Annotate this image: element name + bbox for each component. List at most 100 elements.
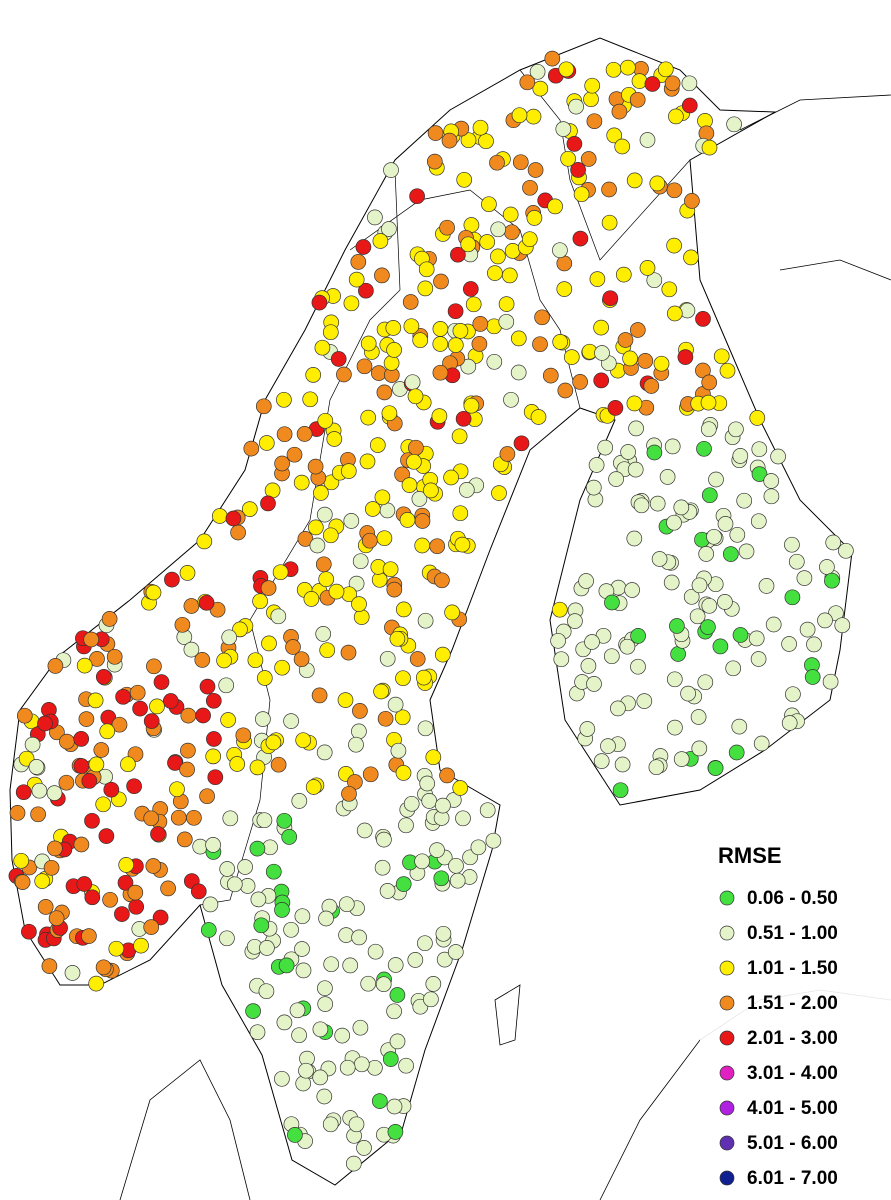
station-dot: [162, 693, 179, 709]
station-dot: [610, 700, 626, 717]
station-dot: [434, 646, 451, 663]
station-dot: [338, 927, 354, 943]
station-dot: [527, 162, 544, 178]
station-dot: [519, 74, 536, 91]
station-dot: [666, 237, 682, 254]
station-dot: [626, 172, 643, 189]
station-dot: [512, 154, 529, 171]
station-dot: [235, 727, 252, 744]
station-dot: [696, 440, 712, 457]
station-dot: [281, 829, 298, 845]
station-dot: [274, 902, 290, 918]
station-dot: [717, 594, 733, 610]
station-dot: [283, 713, 299, 729]
station-dot: [387, 957, 404, 973]
station-dot: [784, 589, 801, 606]
station-dot: [452, 505, 469, 522]
station-dot: [612, 782, 629, 799]
station-dot: [237, 859, 253, 875]
station-dot: [738, 543, 755, 560]
station-dot: [661, 281, 678, 298]
station-dot: [614, 756, 631, 773]
station-dot: [670, 646, 686, 662]
station-dot: [614, 138, 631, 155]
station-dot: [501, 267, 518, 284]
station-dot: [402, 294, 419, 310]
station-dot: [455, 810, 471, 827]
station-dot: [602, 290, 619, 307]
legend-swatch: [719, 925, 735, 941]
station-dot: [627, 461, 644, 478]
station-dot: [691, 577, 708, 594]
station-dot: [345, 1155, 362, 1172]
station-dot: [620, 444, 636, 460]
station-dot: [164, 571, 180, 588]
station-dot: [690, 709, 707, 725]
station-dot: [364, 501, 381, 517]
station-dot: [379, 502, 396, 519]
station-dot: [593, 319, 609, 336]
station-dot: [629, 322, 646, 338]
station-dot: [317, 412, 334, 429]
station-dot: [421, 793, 438, 809]
station-dot: [510, 364, 527, 381]
station-dot: [486, 353, 503, 370]
station-dot: [389, 630, 406, 647]
station-dot: [295, 732, 312, 749]
station-dot: [751, 441, 768, 458]
station-dot: [387, 696, 404, 713]
station-dot: [452, 323, 469, 339]
station-dot: [303, 591, 320, 607]
station-dot: [350, 254, 367, 270]
station-dot: [286, 446, 303, 463]
station-dot: [102, 891, 118, 908]
station-dot: [373, 683, 389, 700]
station-dot: [272, 564, 289, 581]
station-dot: [425, 749, 442, 766]
station-dot: [432, 336, 449, 352]
station-dot: [646, 444, 663, 461]
station-dot: [278, 957, 295, 974]
station-dot: [556, 281, 573, 297]
station-dot: [433, 273, 449, 290]
legend-swatch: [719, 1100, 735, 1116]
station-dot: [763, 488, 780, 505]
station-dot: [700, 421, 717, 438]
station-dot: [382, 1051, 399, 1067]
station-dot: [376, 831, 392, 848]
station-dot: [89, 651, 105, 667]
station-dot: [43, 859, 60, 876]
station-dot: [630, 658, 646, 675]
station-dot: [241, 501, 258, 517]
station-dot: [460, 358, 477, 375]
legend-label: 3.01 - 4.00: [747, 1063, 838, 1084]
station-dot: [387, 1124, 404, 1140]
station-dot: [447, 944, 464, 960]
station-dot: [487, 265, 503, 281]
station-dot: [293, 651, 310, 668]
station-dot: [491, 485, 507, 501]
station-dot: [788, 553, 805, 570]
station-dot: [28, 759, 45, 775]
station-dot: [648, 759, 665, 776]
station-dot: [717, 516, 734, 532]
station-dot: [666, 514, 682, 531]
legend-swatch: [719, 890, 735, 906]
station-dot: [294, 941, 310, 957]
station-dot: [689, 608, 706, 625]
legend-swatch: [719, 1030, 735, 1046]
station-dot: [395, 601, 412, 618]
station-dot: [395, 670, 411, 687]
station-dot: [133, 937, 149, 954]
station-dot: [729, 526, 746, 543]
station-dot: [202, 896, 219, 913]
station-dot: [667, 719, 683, 736]
station-dot: [255, 711, 271, 727]
station-dot: [447, 337, 464, 353]
station-dot: [586, 113, 603, 130]
station-dot: [594, 345, 610, 361]
station-dot: [337, 692, 354, 708]
station-dot: [167, 755, 183, 771]
station-dot: [534, 309, 550, 326]
station-layer: [8, 50, 854, 1172]
